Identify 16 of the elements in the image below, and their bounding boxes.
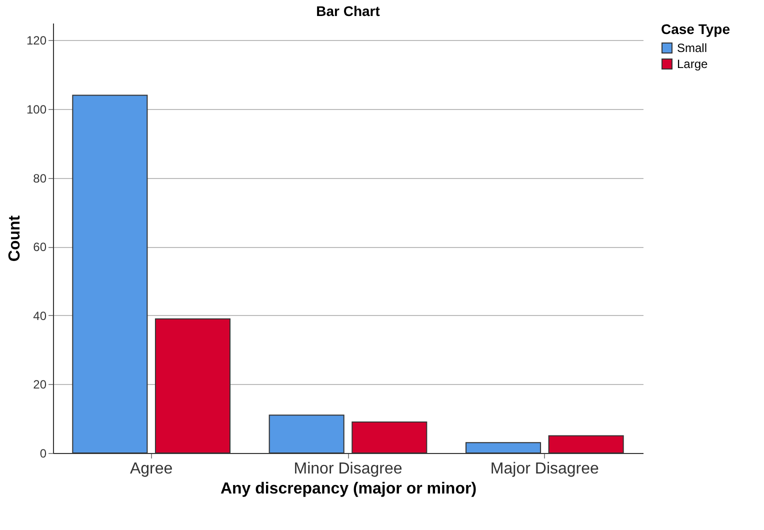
- y-tick-label: 100: [26, 102, 47, 116]
- chart-title: Bar Chart: [316, 3, 380, 19]
- y-axis-title: Count: [6, 214, 24, 262]
- x-axis-title: Any discrepancy (major or minor): [220, 480, 477, 498]
- x-tick-label: Major Disagree: [490, 460, 600, 478]
- y-tick-label: 120: [26, 34, 47, 48]
- x-tick-label: Minor Disagree: [294, 460, 402, 478]
- x-tick-label: Agree: [130, 460, 173, 478]
- legend-label: Small: [677, 41, 708, 55]
- legend-label: Large: [677, 57, 708, 71]
- y-tick-label: 80: [33, 171, 47, 186]
- legend-title: Case Type: [661, 21, 730, 37]
- y-tick-label: 60: [33, 240, 47, 254]
- y-tick-label: 20: [33, 378, 47, 392]
- y-tick-label: 40: [33, 308, 47, 323]
- y-tick-label: 0: [40, 446, 47, 460]
